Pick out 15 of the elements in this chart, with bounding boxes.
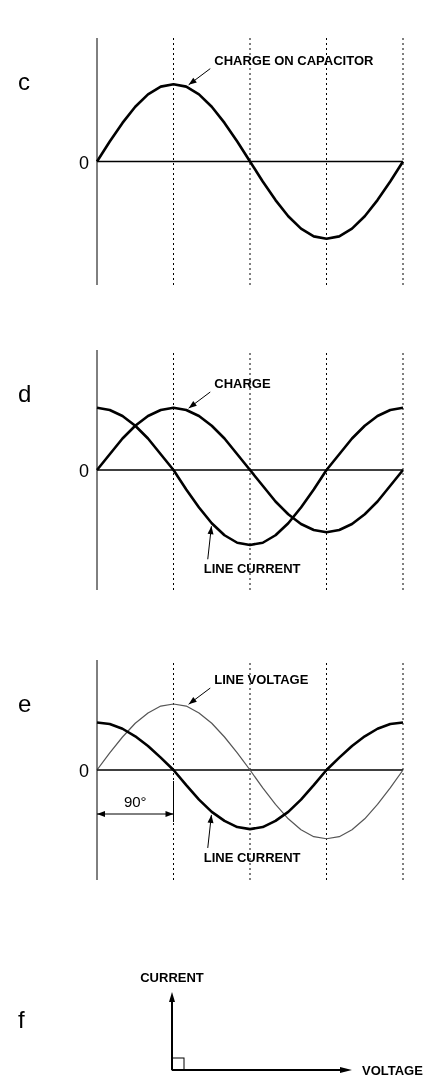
text: 0 xyxy=(78,761,89,781)
annotation: 90° xyxy=(123,793,147,810)
text: CURRENT xyxy=(140,970,204,985)
text: LINE CURRENT xyxy=(203,849,301,865)
chart-title: e xyxy=(18,690,32,718)
text: f xyxy=(18,1006,25,1033)
text: CHARGE xyxy=(214,376,271,391)
chart-title: d xyxy=(18,380,32,408)
series-label: LINE CURRENT xyxy=(203,561,301,577)
text: 0 xyxy=(78,152,89,173)
text: LINE VOLTAGE xyxy=(214,672,309,688)
text: CHARGE ON CAPACITOR xyxy=(214,52,374,68)
chart-title: c xyxy=(18,68,30,96)
text: 0 xyxy=(78,461,89,481)
text: VOLTAGE xyxy=(362,1063,424,1078)
